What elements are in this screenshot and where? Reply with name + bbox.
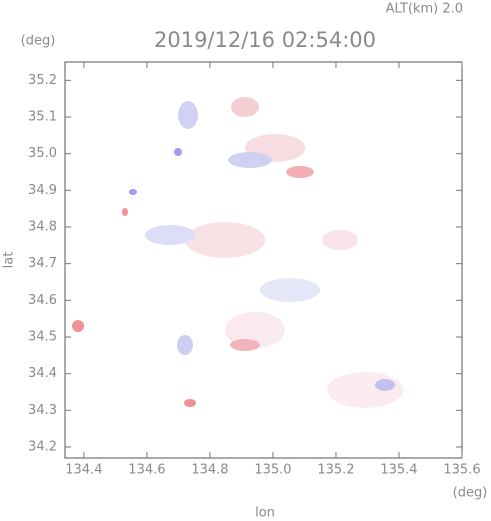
echo bbox=[231, 97, 259, 117]
y-unit: (deg) bbox=[21, 34, 56, 49]
y-tick-label: 35.2 bbox=[28, 73, 57, 88]
echo bbox=[178, 101, 198, 129]
echo bbox=[327, 372, 403, 408]
x-unit: (deg) bbox=[453, 486, 488, 501]
echo bbox=[228, 152, 272, 168]
y-tick-label: 34.6 bbox=[28, 293, 57, 308]
echo bbox=[72, 320, 84, 332]
x-tick-label: 134.8 bbox=[191, 463, 228, 478]
echo bbox=[322, 230, 358, 250]
y-tick-label: 35.0 bbox=[28, 146, 57, 161]
y-tick-label: 34.7 bbox=[28, 256, 57, 271]
y-tick-label: 34.9 bbox=[28, 183, 57, 198]
x-axis-label: lon bbox=[255, 506, 275, 521]
y-tick-label: 34.8 bbox=[28, 220, 57, 235]
x-tick-label: 134.4 bbox=[65, 463, 102, 478]
echo bbox=[225, 312, 285, 348]
x-tick-label: 135.6 bbox=[443, 463, 480, 478]
echo bbox=[184, 399, 196, 407]
y-tick-label: 34.4 bbox=[28, 366, 57, 381]
echo bbox=[185, 222, 265, 258]
y-tick-label: 34.3 bbox=[28, 403, 57, 418]
plot-frame bbox=[64, 61, 463, 459]
echo bbox=[230, 339, 260, 351]
echo bbox=[122, 208, 128, 216]
echo bbox=[286, 166, 314, 178]
chart-title: 2019/12/16 02:54:00 bbox=[154, 28, 376, 52]
y-tick-label: 34.2 bbox=[28, 440, 57, 455]
echo bbox=[145, 225, 195, 245]
echo bbox=[177, 335, 193, 355]
echo bbox=[129, 189, 137, 195]
echo bbox=[375, 379, 395, 391]
y-axis-label: lat bbox=[2, 252, 17, 269]
x-tick-label: 135.0 bbox=[254, 463, 291, 478]
x-tick-label: 135.2 bbox=[317, 463, 354, 478]
y-tick-label: 34.5 bbox=[28, 330, 57, 345]
echo bbox=[260, 278, 320, 302]
y-tick-label: 35.1 bbox=[28, 110, 57, 125]
x-tick-label: 135.4 bbox=[380, 463, 417, 478]
x-tick-label: 134.6 bbox=[128, 463, 165, 478]
altitude-label: ALT(km) 2.0 bbox=[386, 2, 463, 17]
echo bbox=[174, 148, 182, 156]
radar-echoes bbox=[72, 97, 403, 408]
